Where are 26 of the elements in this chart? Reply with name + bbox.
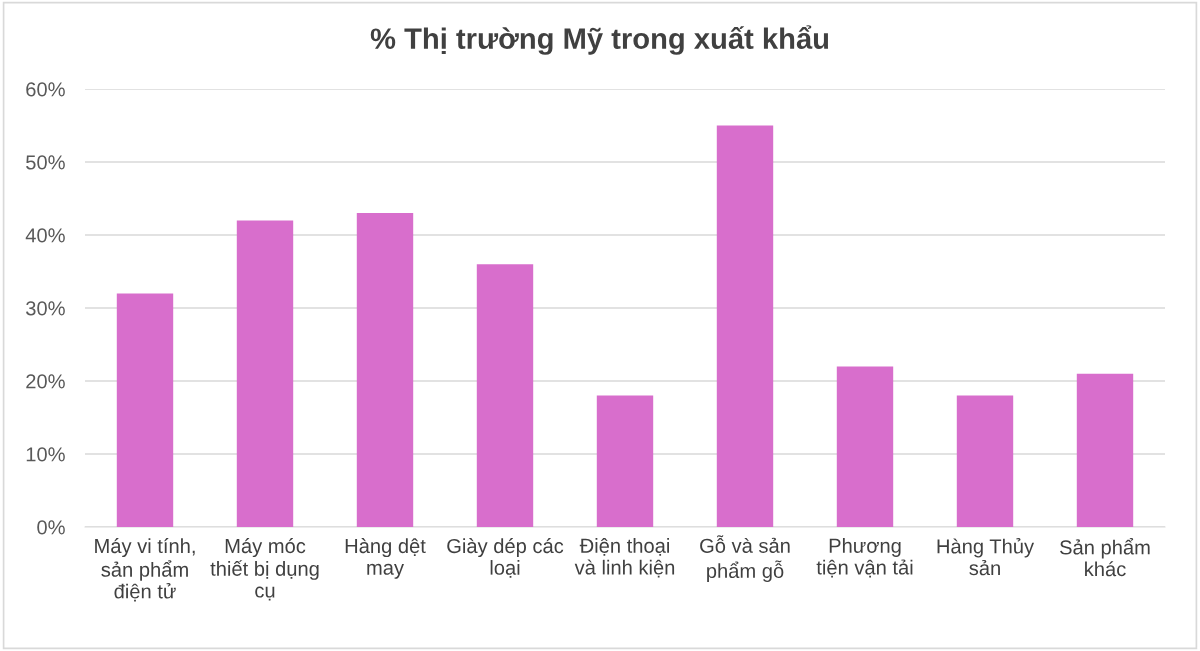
x-tick-label: Giày dép các loại — [447, 538, 564, 578]
x-tick-label: Máy vi tính, sản phẩm điện tử — [95, 538, 195, 602]
bar — [1076, 373, 1134, 527]
x-tick-label: Phương tiện vận tải — [816, 538, 913, 578]
y-tick-label: 50% — [26, 155, 65, 170]
bar — [836, 366, 894, 527]
x-tick-label: Sản phẩm khác — [1060, 538, 1150, 577]
x-tick-label: Máy móc thiết bị dụng cụ — [210, 538, 319, 601]
bar — [956, 395, 1014, 527]
x-tick-label: Hàng Thủy sản — [937, 538, 1035, 576]
x-tick-label: Hàng dệt may — [345, 538, 426, 579]
x-tick-label: Gỗ và sản phẩm gỗ — [700, 535, 790, 583]
chart-title: % Thị trường Mỹ trong xuất khẩu — [370, 25, 829, 55]
bar — [716, 125, 774, 527]
bar — [116, 293, 174, 527]
y-tick-label: 20% — [26, 374, 65, 389]
bar — [476, 264, 534, 527]
y-tick-label: 60% — [26, 82, 65, 97]
bar — [236, 220, 294, 527]
bar — [596, 395, 654, 527]
y-tick-label: 0% — [37, 520, 65, 535]
x-tick-label: Điện thoại và linh kiện — [574, 538, 675, 578]
bar — [356, 213, 414, 527]
y-tick-label: 10% — [26, 447, 65, 462]
y-tick-label: 30% — [26, 301, 65, 316]
y-tick-label: 40% — [25, 228, 65, 243]
